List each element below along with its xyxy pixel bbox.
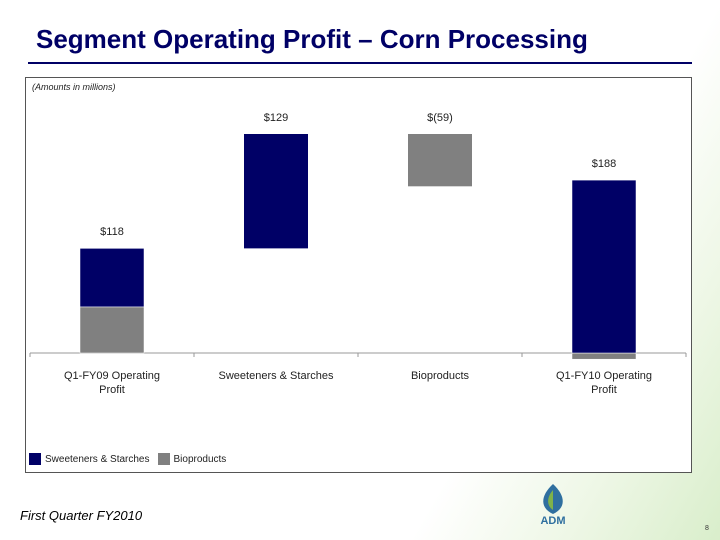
x-tick-label: Q1-FY10 Operating Profit: [556, 370, 652, 396]
logo-text: ADM: [540, 515, 565, 527]
legend-swatch: [29, 453, 41, 465]
legend-label: Bioproducts: [173, 453, 227, 465]
legend-item: Sweeteners & Starches: [29, 453, 150, 465]
bar-segment: [571, 179, 637, 354]
page-number: 8: [705, 525, 709, 532]
legend-swatch: [157, 453, 170, 465]
x-tick-label: Sweeteners & Starches: [218, 370, 334, 382]
x-tick-label: Q1-FY09 Operating Profit: [64, 370, 160, 396]
data-label: $129: [263, 112, 289, 124]
bar-segment: [79, 248, 145, 308]
slide-title: Segment Operating Profit – Corn Processi…: [36, 24, 588, 54]
data-label: $118: [100, 226, 124, 239]
bar-segment: [79, 306, 145, 354]
logo-leaf-inner: [548, 490, 553, 510]
footer-text: First Quarter FY2010: [20, 508, 143, 523]
data-label: $188: [591, 158, 617, 171]
title-rule: [28, 62, 692, 64]
data-label: $(59): [427, 112, 453, 124]
bar-segment: [408, 134, 472, 187]
bar-segment: [244, 134, 308, 249]
legend-label: Sweeteners & Starches: [45, 453, 150, 465]
x-tick-label: Bioproducts: [410, 370, 470, 382]
chart-note: (Amounts in millions): [32, 82, 116, 92]
legend-item: Bioproducts: [157, 453, 227, 465]
bar-segment: [571, 352, 637, 360]
logo: ADM: [540, 484, 566, 527]
legend: Sweeteners & Starches Bioproducts: [29, 453, 234, 465]
